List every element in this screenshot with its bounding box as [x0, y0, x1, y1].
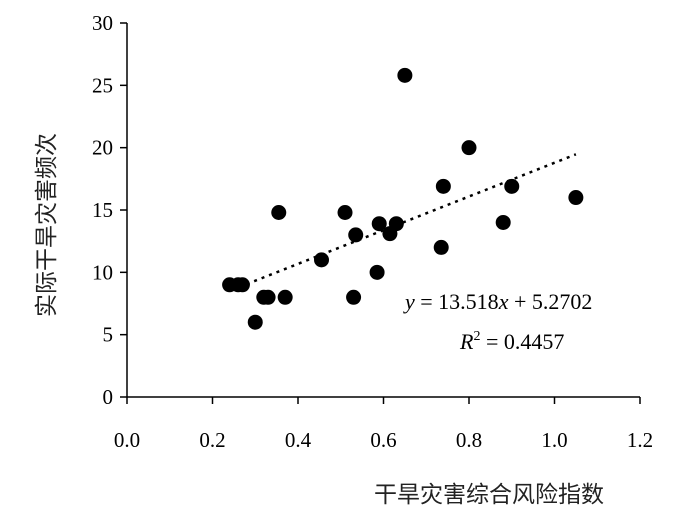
trendline [246, 153, 577, 286]
data-point [348, 227, 364, 243]
y-tick-label: 30 [92, 11, 113, 35]
y-axis-title: 实际干旱灾害频次 [34, 133, 59, 317]
x-tick-label: 0.8 [456, 428, 482, 452]
x-tick-label: 1.0 [541, 428, 567, 452]
data-points [222, 67, 584, 330]
data-point [369, 264, 385, 280]
data-point [247, 314, 263, 330]
data-point [461, 140, 477, 156]
y-tick-label: 0 [103, 385, 114, 409]
x-tick-label: 0.6 [370, 428, 396, 452]
y-tick-label: 15 [92, 198, 113, 222]
regression-equation: y = 13.518x + 5.2702 [403, 289, 592, 314]
x-axis-title: 干旱灾害综合风险指数 [374, 482, 604, 507]
y-tick-label: 25 [92, 73, 113, 97]
data-point [371, 216, 387, 232]
data-point [260, 289, 276, 305]
labels: 干旱灾害综合风险指数 实际干旱灾害频次 y = 13.518x + 5.2702… [34, 133, 604, 507]
x-tick-label: 0.4 [285, 428, 312, 452]
data-point [314, 252, 330, 268]
data-point [568, 190, 584, 206]
r-squared: R2 = 0.4457 [459, 329, 564, 354]
data-point [433, 239, 449, 255]
y-tick-label: 20 [92, 136, 113, 160]
data-point [271, 204, 287, 220]
x-tick-label: 0.2 [199, 428, 225, 452]
data-point [504, 178, 520, 194]
data-point [397, 67, 413, 83]
data-point [435, 178, 451, 194]
data-point [495, 214, 511, 230]
trendline-path [246, 153, 577, 286]
x-tick-label: 0.0 [114, 428, 140, 452]
x-tick-label: 1.2 [627, 428, 653, 452]
data-point [234, 277, 250, 293]
data-point [337, 204, 353, 220]
y-tick-label: 10 [92, 260, 113, 284]
data-point [277, 289, 293, 305]
data-point [346, 289, 362, 305]
y-tick-label: 5 [103, 323, 114, 347]
axes: 0.0 0.2 0.4 0.6 0.8 1.0 1.2 0 5 10 15 20 25 30 [92, 11, 653, 452]
data-point [388, 216, 404, 232]
